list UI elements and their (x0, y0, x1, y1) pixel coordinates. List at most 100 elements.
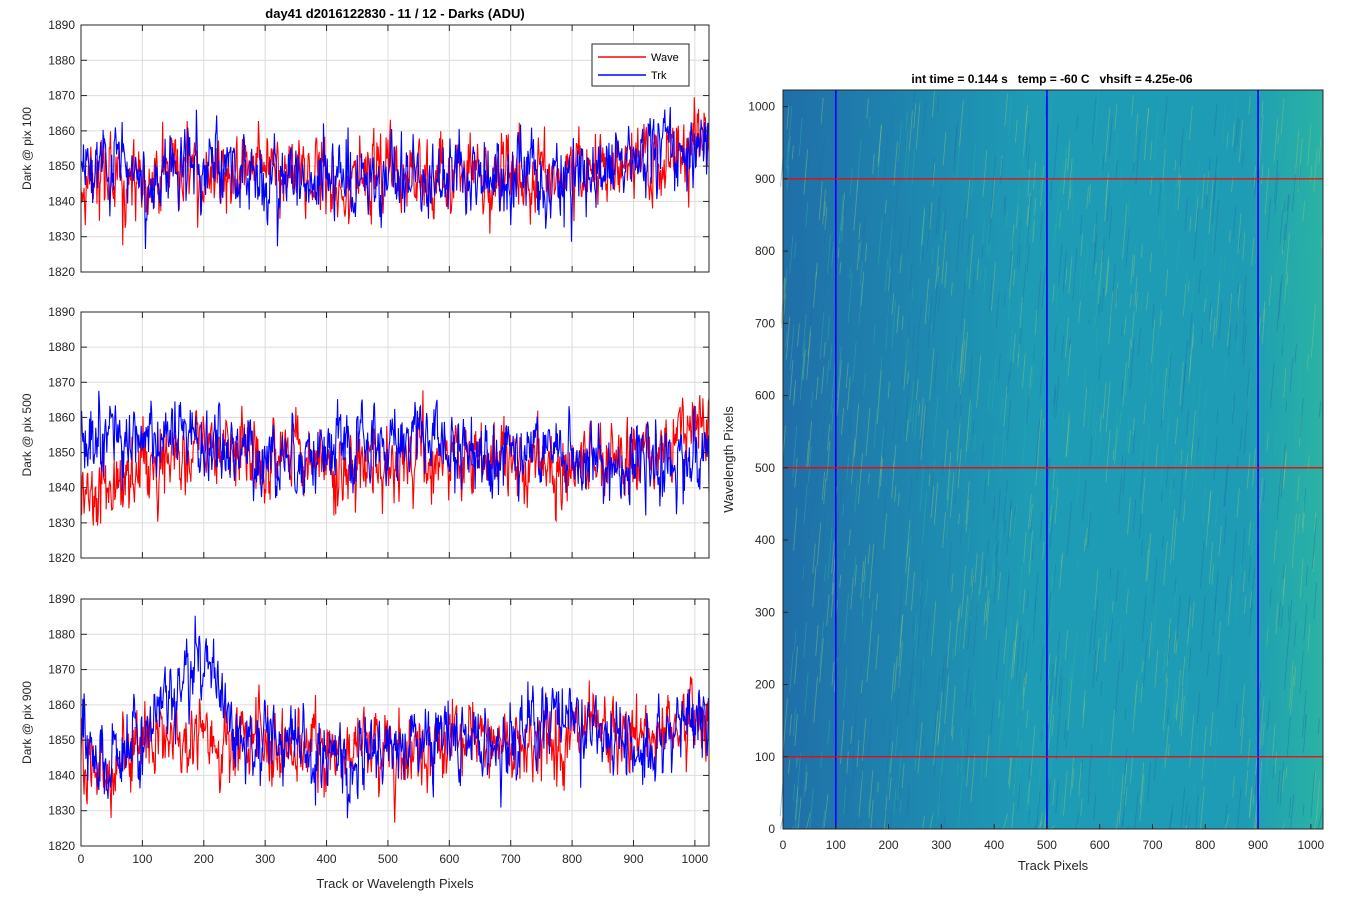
heatmap-streak (1122, 362, 1127, 407)
heatmap-streak (1307, 124, 1312, 166)
heatmap-streak (1200, 786, 1205, 830)
heatmap-streak (850, 750, 855, 799)
x-tick-label: 100 (132, 852, 152, 866)
heatmap-streak (1052, 223, 1056, 250)
heatmap-streak (958, 604, 961, 623)
heatmap-streak (803, 484, 808, 524)
heatmap-streak (1296, 702, 1301, 744)
heatmap-streak (1133, 113, 1139, 163)
heatmap-streak (1082, 689, 1086, 716)
y-tick-label: 1890 (48, 18, 75, 32)
heatmap-streak (877, 124, 882, 163)
heatmap-streak (820, 598, 824, 625)
heatmap-streak (854, 564, 858, 587)
heatmap-streak (1165, 672, 1167, 684)
heatmap-streak (795, 763, 798, 776)
heatmap-streak (1149, 141, 1153, 161)
y-tick-label: 1880 (48, 627, 75, 641)
heatmap-streak (793, 388, 796, 403)
y-tick-label: 1890 (48, 592, 75, 606)
heatmap-streak (1135, 292, 1138, 312)
heatmap-streak (1272, 765, 1275, 779)
heatmap-streak (1040, 729, 1043, 742)
heatmap-title: int time = 0.144 s temp = -60 C vhsift =… (911, 72, 1192, 86)
heatmap-streak (1311, 517, 1317, 570)
heatmap-streak (1267, 330, 1270, 353)
heatmap-streak (1011, 224, 1015, 251)
heatmap-streak (1242, 570, 1246, 592)
heatmap-streak (995, 292, 1000, 330)
heatmap-streak (909, 381, 914, 423)
heatmap-streak (1100, 681, 1103, 696)
heatmap-streak (1035, 419, 1041, 472)
heatmap-streak (810, 555, 815, 595)
y-tick-label: 500 (755, 461, 775, 475)
heatmap-streak (937, 287, 941, 312)
heatmap-streak (1083, 244, 1089, 296)
heatmap-streak (914, 613, 918, 641)
x-axis-label: Track or Wavelength Pixels (316, 876, 474, 891)
heatmap-streak (1248, 555, 1252, 583)
heatmap-streak (1004, 577, 1010, 628)
heatmap-streak (965, 480, 970, 525)
heatmap-streak (1135, 129, 1141, 185)
heatmap-streak (1065, 412, 1070, 457)
heatmap-streak (1092, 227, 1097, 262)
heatmap-streak (946, 620, 952, 668)
heatmap-streak (1187, 607, 1192, 645)
heatmap-streak (1078, 762, 1082, 797)
heatmap-streak (992, 567, 996, 594)
heatmap-streak (853, 556, 857, 577)
heatmap-streak (997, 572, 1001, 601)
heatmap-streak (1013, 754, 1018, 796)
heatmap-streak (859, 661, 862, 675)
heatmap-streak (1234, 308, 1239, 340)
heatmap-streak (1290, 675, 1295, 715)
heatmap-streak (1215, 281, 1221, 335)
heatmap-streak (1122, 783, 1127, 827)
heatmap-streak (1068, 256, 1073, 294)
heatmap-streak (1211, 219, 1215, 255)
heatmap-streak (852, 697, 858, 747)
heatmap-streak (1317, 808, 1324, 830)
heatmap-streak (1320, 233, 1324, 249)
heatmap-streak (1268, 377, 1271, 397)
heatmap-streak (1306, 711, 1309, 731)
y-tick-label: 0 (768, 822, 775, 836)
heatmap-streak (970, 577, 975, 617)
heatmap-streak (1134, 684, 1138, 709)
y-tick-label: 800 (755, 244, 775, 258)
heatmap-streak (893, 788, 897, 816)
heatmap-streak (888, 267, 891, 291)
heatmap-streak (1180, 449, 1183, 465)
heatmap-streak (1096, 647, 1100, 682)
heatmap-streak (1017, 671, 1021, 695)
heatmap-streak (1184, 802, 1188, 826)
heatmap-streak (919, 397, 924, 440)
heatmap-streak (845, 374, 849, 394)
heatmap-streak (1104, 605, 1109, 649)
heatmap-streak (789, 158, 793, 191)
heatmap-streak (1295, 784, 1299, 811)
heatmap-streak (786, 354, 791, 399)
heatmap-streak (951, 647, 954, 659)
heatmap-streak (998, 521, 1003, 560)
heatmap-streak (823, 478, 827, 505)
heatmap-streak (1079, 214, 1083, 235)
heatmap-streak (1182, 500, 1186, 522)
heatmap-streak (960, 277, 966, 331)
heatmap-streak (1164, 240, 1167, 257)
heatmap-streak (901, 315, 904, 330)
heatmap-streak (1268, 275, 1273, 306)
heatmap-streak (1288, 660, 1294, 709)
heatmap-streak (1279, 760, 1285, 806)
heatmap-streak (806, 440, 810, 470)
y-tick-label: 1820 (48, 551, 75, 565)
heatmap-streak (822, 189, 826, 225)
heatmap-streak (1028, 761, 1031, 785)
heatmap-streak (1053, 122, 1059, 178)
heatmap-streak (863, 639, 867, 662)
heatmap-streak (929, 347, 935, 401)
heatmap-streak (830, 407, 834, 432)
series-line-trk (80, 615, 710, 819)
